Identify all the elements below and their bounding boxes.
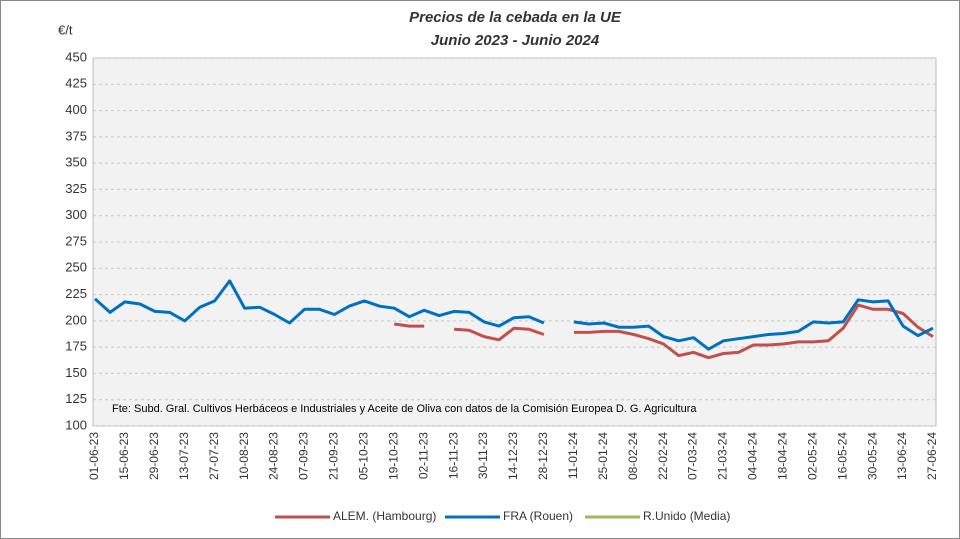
x-tick-label: 04-04-24: [746, 432, 760, 480]
chart-subtitle: Junio 2023 - Junio 2024: [431, 32, 600, 49]
y-tick-label: 425: [65, 76, 87, 91]
y-tick-label: 250: [65, 260, 87, 275]
x-tick-label: 02-05-24: [805, 432, 819, 480]
x-tick-label: 25-01-24: [596, 432, 610, 480]
y-tick-label: 150: [65, 365, 87, 380]
x-tick-label: 13-06-24: [895, 432, 909, 480]
series-line: [93, 279, 934, 351]
y-tick-label: 450: [65, 49, 87, 64]
y-tick-label: 275: [65, 233, 87, 248]
source-note: Fte: Subd. Gral. Cultivos Herbáceos e In…: [112, 403, 697, 415]
x-tick-label: 30-05-24: [865, 432, 879, 480]
y-tick-label: 175: [65, 339, 87, 354]
y-tick-label: 100: [65, 417, 87, 432]
x-tick-label: 24-08-23: [267, 432, 281, 480]
y-tick-label: 225: [65, 286, 87, 301]
x-tick-label: 27-07-23: [207, 432, 221, 480]
x-tick-label: 21-03-24: [716, 432, 730, 480]
y-tick-label: 375: [65, 128, 87, 143]
x-tick-label: 11-01-24: [566, 432, 580, 479]
x-tick-label: 14-12-23: [506, 432, 520, 480]
y-tick-label: 325: [65, 181, 87, 196]
x-tick-label: 28-12-23: [536, 432, 550, 480]
y-axis-label: €/t: [58, 22, 73, 37]
x-tick-label: 05-10-23: [357, 432, 371, 480]
x-tick-label: 27-06-24: [925, 432, 939, 480]
y-tick-label: 400: [65, 102, 87, 117]
x-tick-label: 02-11-23: [416, 432, 430, 479]
x-tick-label: 16-11-23: [446, 432, 460, 479]
x-tick-label: 08-02-24: [626, 432, 640, 480]
y-tick-label: 200: [65, 312, 87, 327]
x-tick-label: 30-11-23: [476, 432, 490, 479]
y-tick-label: 350: [65, 155, 87, 170]
legend-label: R.Unido (Media): [643, 509, 730, 523]
x-tick-label: 15-06-23: [117, 432, 131, 480]
legend-label: ALEM. (Hambourg): [333, 509, 436, 523]
series-line: [394, 303, 934, 360]
x-tick-label: 10-08-23: [237, 432, 251, 480]
x-tick-label: 01-06-23: [87, 432, 101, 480]
y-tick-label: 125: [65, 391, 87, 406]
x-tick-label: 21-09-23: [327, 432, 341, 480]
x-tick-label: 18-04-24: [776, 432, 790, 480]
x-tick-label: 29-06-23: [147, 432, 161, 480]
chart-title: Precios de la cebada en la UE: [409, 9, 622, 26]
x-tick-label: 16-05-24: [835, 432, 849, 480]
y-tick-label: 300: [65, 207, 87, 222]
x-tick-label: 22-02-24: [656, 432, 670, 480]
legend-label: FRA (Rouen): [503, 509, 573, 523]
x-tick-label: 07-03-24: [686, 432, 700, 480]
x-tick-label: 07-09-23: [297, 432, 311, 480]
x-tick-label: 19-10-23: [386, 432, 400, 480]
x-tick-label: 13-07-23: [177, 432, 191, 480]
